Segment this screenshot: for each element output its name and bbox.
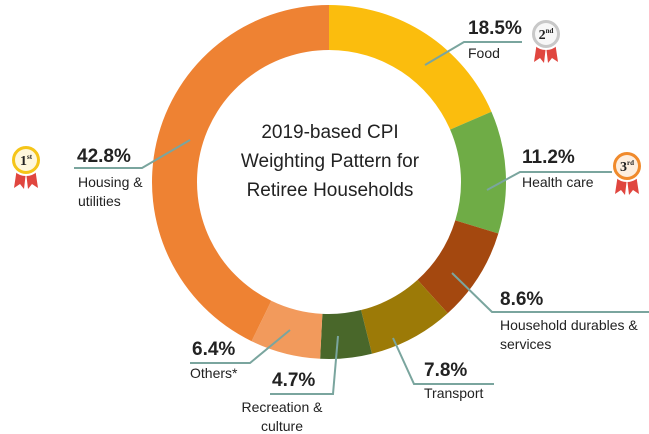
badge-inner — [15, 149, 37, 171]
rank-badge: 1st — [10, 144, 42, 189]
category-label: Household durables & services — [500, 317, 638, 352]
leader-line — [424, 41, 522, 66]
category-label: Others* — [190, 365, 238, 381]
value-label: 42.8% — [77, 146, 131, 167]
value-label: 7.8% — [424, 360, 468, 381]
leader-line — [190, 329, 291, 364]
value-label: 4.7% — [272, 370, 316, 391]
rank-badge: 3rd — [611, 150, 643, 195]
rank-badge: 2nd — [530, 18, 562, 63]
badge-inner — [616, 155, 638, 177]
badge-text: 3rd — [620, 159, 634, 175]
category-label: Recreation & culture — [241, 399, 323, 434]
badge-suffix: st — [27, 153, 33, 161]
category-label: Health care — [522, 174, 594, 190]
leader-line — [270, 335, 339, 395]
badge-suffix: nd — [546, 27, 554, 35]
donut-segment — [417, 220, 499, 314]
value-label: 11.2% — [522, 147, 575, 168]
donut-segment — [320, 310, 372, 359]
badge-suffix: rd — [627, 159, 634, 167]
value-label: 8.6% — [500, 289, 544, 310]
donut-segment — [450, 111, 506, 234]
category-label: Transport — [424, 385, 484, 401]
badge-rank: 2 — [539, 28, 546, 43]
value-label: 6.4% — [192, 339, 236, 360]
leader-line — [486, 171, 612, 191]
leader-line — [392, 337, 494, 385]
badge-rank: 1 — [20, 154, 27, 169]
badge-text: 1st — [20, 153, 33, 169]
donut-segment — [361, 279, 448, 354]
donut-segment — [151, 5, 329, 342]
badge-text: 2nd — [539, 27, 554, 43]
leader-line — [74, 139, 191, 169]
value-label: 18.5% — [468, 18, 522, 39]
category-label: Food — [468, 45, 500, 61]
donut-segment — [329, 5, 492, 130]
chart-title: 2019-based CPI Weighting Pattern for Ret… — [240, 122, 420, 201]
badge-rank: 3 — [620, 160, 627, 175]
leader-line — [451, 272, 649, 313]
donut-segment — [251, 300, 323, 359]
badge-inner — [535, 23, 557, 45]
category-label: Housing & utilities — [78, 174, 143, 209]
